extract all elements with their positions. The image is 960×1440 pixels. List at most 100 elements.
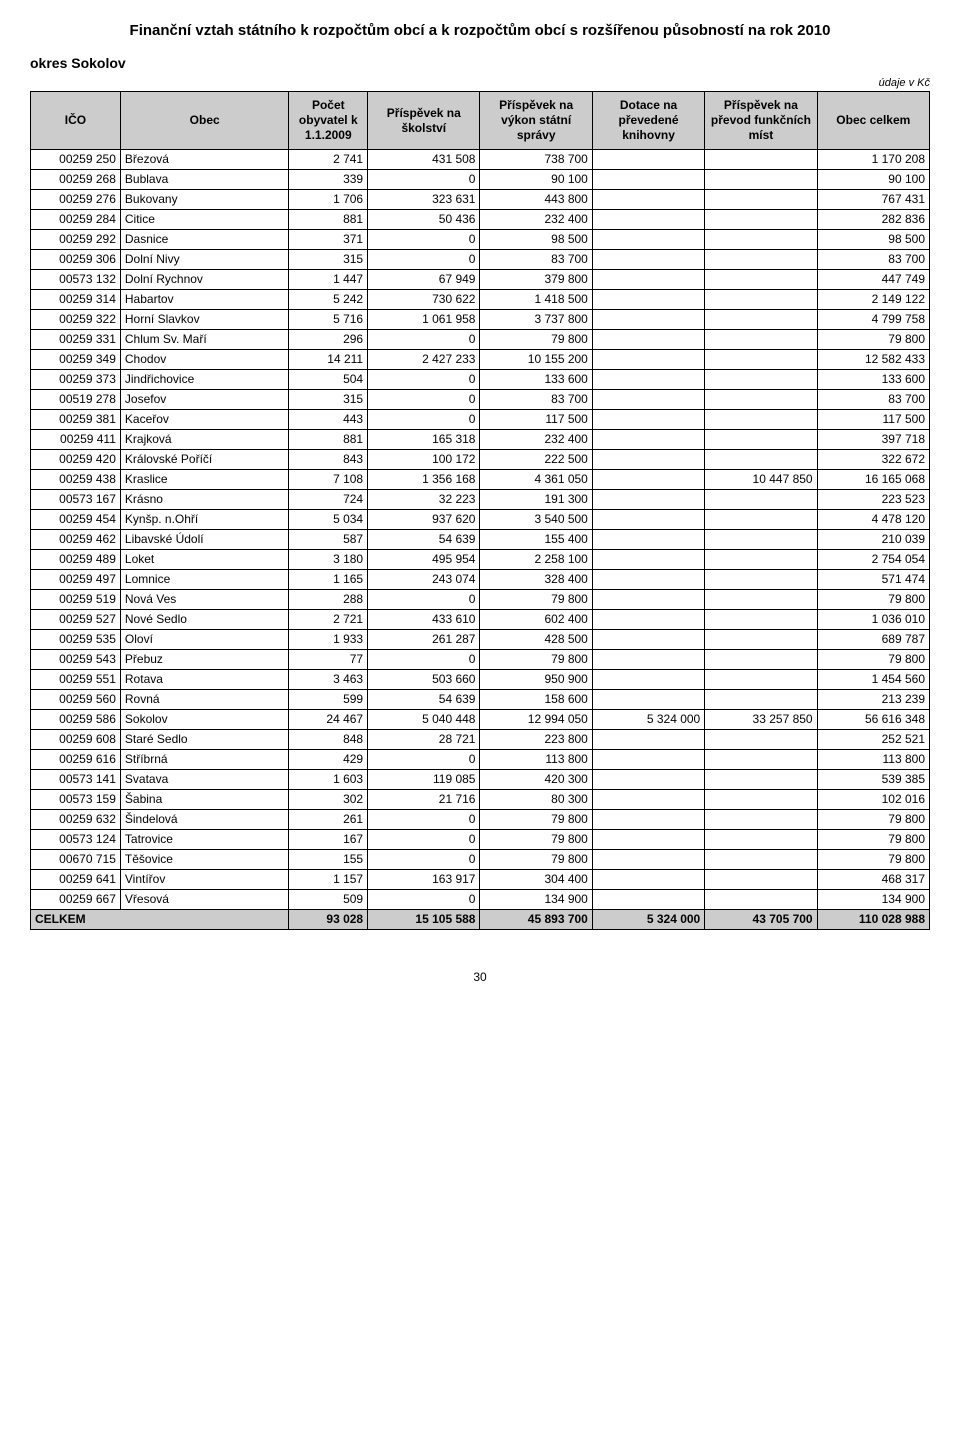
table-row: 00259 284Citice88150 436232 400282 836: [31, 210, 930, 230]
cell-value: 282 836: [817, 210, 929, 230]
cell-value: 33 257 850: [705, 710, 817, 730]
units-note: údaje v Kč: [30, 77, 930, 89]
cell-value: 79 800: [817, 850, 929, 870]
cell-ico: 00670 715: [31, 850, 121, 870]
cell-ico: 00259 284: [31, 210, 121, 230]
cell-value: [705, 250, 817, 270]
cell-value: 83 700: [817, 390, 929, 410]
table-row: 00259 331Chlum Sv. Maří296079 80079 800: [31, 330, 930, 350]
cell-value: 4 799 758: [817, 310, 929, 330]
cell-value: 937 620: [368, 510, 480, 530]
cell-value: 468 317: [817, 870, 929, 890]
cell-value: 165 318: [368, 430, 480, 450]
cell-value: 5 242: [289, 290, 368, 310]
table-total-row: CELKEM93 02815 105 58845 893 7005 324 00…: [31, 910, 930, 930]
cell-value: 302: [289, 790, 368, 810]
cell-ico: 00259 306: [31, 250, 121, 270]
cell-value: [592, 370, 704, 390]
cell-ico: 00259 586: [31, 710, 121, 730]
cell-value: 2 741: [289, 150, 368, 170]
cell-value: 1 603: [289, 770, 368, 790]
cell-value: [592, 690, 704, 710]
cell-ico: 00259 519: [31, 590, 121, 610]
cell-value: 98 500: [817, 230, 929, 250]
table-row: 00259 381Kaceřov4430117 500117 500: [31, 410, 930, 430]
table-row: 00259 438Kraslice7 1081 356 1684 361 050…: [31, 470, 930, 490]
cell-value: 102 016: [817, 790, 929, 810]
cell-value: 881: [289, 430, 368, 450]
cell-ico: 00259 616: [31, 750, 121, 770]
cell-value: 323 631: [368, 190, 480, 210]
cell-value: 433 610: [368, 610, 480, 630]
total-value: 43 705 700: [705, 910, 817, 930]
table-row: 00259 560Rovná59954 639158 600213 239: [31, 690, 930, 710]
cell-ico: 00259 276: [31, 190, 121, 210]
cell-value: 113 800: [817, 750, 929, 770]
cell-value: [592, 510, 704, 530]
table-row: 00259 349Chodov14 2112 427 23310 155 200…: [31, 350, 930, 370]
page-number: 30: [30, 970, 930, 984]
cell-value: 79 800: [480, 810, 592, 830]
cell-value: 1 356 168: [368, 470, 480, 490]
table-row: 00259 250Březová2 741431 508738 7001 170…: [31, 150, 930, 170]
cell-value: [592, 870, 704, 890]
table-row: 00259 420Královské Poříčí843100 172222 5…: [31, 450, 930, 470]
cell-value: 167: [289, 830, 368, 850]
cell-value: 155 400: [480, 530, 592, 550]
table-body: 00259 250Březová2 741431 508738 7001 170…: [31, 150, 930, 930]
cell-value: [592, 530, 704, 550]
table-row: 00259 641Vintířov1 157163 917304 400468 …: [31, 870, 930, 890]
table-row: 00259 519Nová Ves288079 80079 800: [31, 590, 930, 610]
cell-ico: 00259 331: [31, 330, 121, 350]
cell-value: 50 436: [368, 210, 480, 230]
cell-ico: 00259 314: [31, 290, 121, 310]
cell-value: 1 706: [289, 190, 368, 210]
cell-value: [705, 370, 817, 390]
cell-value: 599: [289, 690, 368, 710]
cell-value: [705, 450, 817, 470]
cell-ico: 00259 373: [31, 370, 121, 390]
cell-value: 79 800: [480, 850, 592, 870]
table-row: 00259 667Vřesová5090134 900134 900: [31, 890, 930, 910]
cell-value: 447 749: [817, 270, 929, 290]
table-row: 00259 527Nové Sedlo2 721433 610602 4001 …: [31, 610, 930, 630]
cell-value: 0: [368, 410, 480, 430]
cell-value: 7 108: [289, 470, 368, 490]
cell-value: [592, 830, 704, 850]
cell-ico: 00573 167: [31, 490, 121, 510]
cell-value: 213 239: [817, 690, 929, 710]
table-row: 00259 632Šindelová261079 80079 800: [31, 810, 930, 830]
cell-obec: Nová Ves: [120, 590, 289, 610]
cell-value: 950 900: [480, 670, 592, 690]
cell-value: 4 478 120: [817, 510, 929, 530]
cell-value: 90 100: [817, 170, 929, 190]
cell-obec: Svatava: [120, 770, 289, 790]
cell-value: 83 700: [480, 390, 592, 410]
cell-value: 3 737 800: [480, 310, 592, 330]
cell-value: 261: [289, 810, 368, 830]
cell-ico: 00573 141: [31, 770, 121, 790]
cell-value: 3 540 500: [480, 510, 592, 530]
cell-value: 429: [289, 750, 368, 770]
col-header: Příspěvek na školství: [368, 92, 480, 150]
cell-value: [592, 790, 704, 810]
cell-value: 223 800: [480, 730, 592, 750]
cell-obec: Sokolov: [120, 710, 289, 730]
cell-value: 0: [368, 750, 480, 770]
cell-value: 80 300: [480, 790, 592, 810]
cell-obec: Šindelová: [120, 810, 289, 830]
cell-value: [705, 830, 817, 850]
cell-value: 0: [368, 250, 480, 270]
cell-value: 54 639: [368, 690, 480, 710]
cell-value: [705, 570, 817, 590]
cell-value: [705, 330, 817, 350]
cell-value: 0: [368, 170, 480, 190]
cell-value: 14 211: [289, 350, 368, 370]
cell-ico: 00259 250: [31, 150, 121, 170]
cell-obec: Vřesová: [120, 890, 289, 910]
table-row: 00259 489Loket3 180495 9542 258 1002 754…: [31, 550, 930, 570]
table-row: 00573 167Krásno72432 223191 300223 523: [31, 490, 930, 510]
table-row: 00573 132Dolní Rychnov1 44767 949379 800…: [31, 270, 930, 290]
cell-ico: 00573 124: [31, 830, 121, 850]
cell-value: 724: [289, 490, 368, 510]
